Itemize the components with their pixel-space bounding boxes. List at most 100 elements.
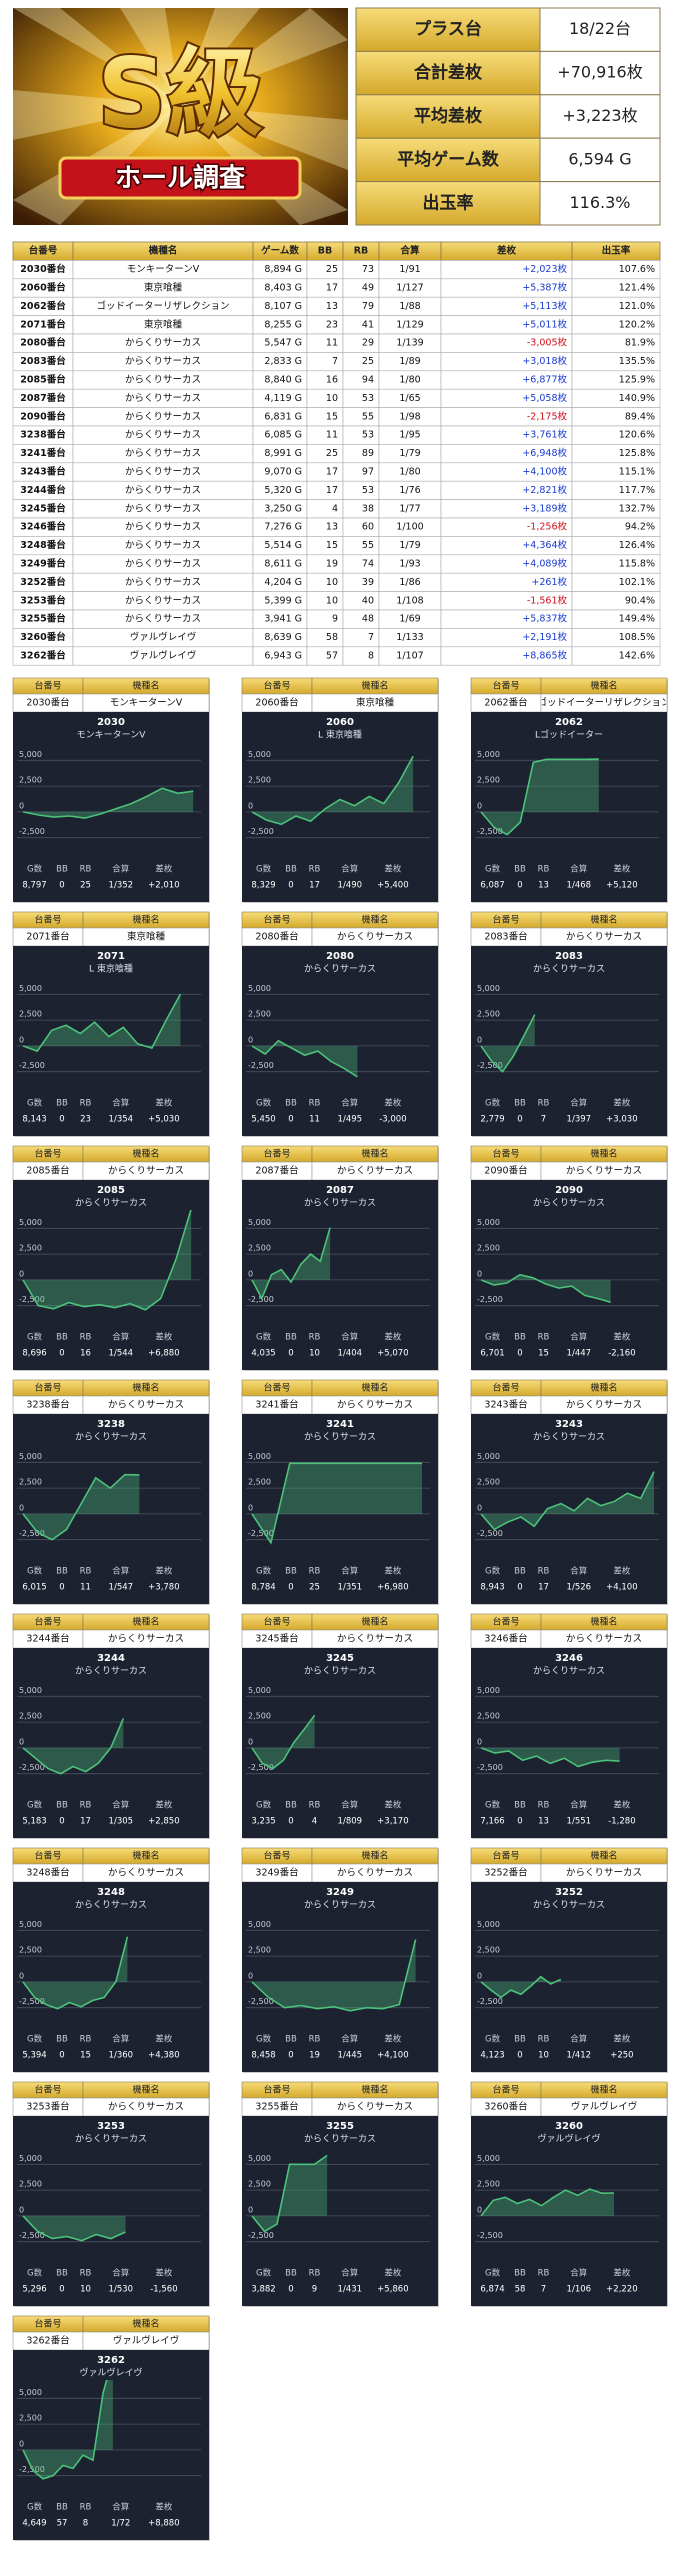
stat-value: 7 xyxy=(541,1115,546,1125)
stat-label: BB xyxy=(514,865,526,875)
stat-label: RB xyxy=(80,865,92,875)
card-header: 台番号 xyxy=(263,2084,290,2096)
y-tick-label: -2,500 xyxy=(19,1061,45,1070)
stat-label: 合算 xyxy=(570,1800,588,1811)
table-cell-text: 1/100 xyxy=(396,522,423,533)
table-cell-text: 97 xyxy=(362,467,374,478)
stat-value: 1/404 xyxy=(338,1349,363,1359)
summary-label: 平均ゲーム数 xyxy=(397,149,499,170)
y-tick-label: -2,500 xyxy=(248,2231,274,2240)
stat-label: RB xyxy=(538,1801,550,1811)
stat-value: 8,784 xyxy=(251,1583,275,1593)
y-tick-label: -2,500 xyxy=(19,1529,45,1538)
area xyxy=(23,1718,124,1774)
stat-label: BB xyxy=(285,2269,297,2279)
stat-value: -1,280 xyxy=(608,1817,635,1827)
stat-label: RB xyxy=(80,2503,92,2513)
chart-bg xyxy=(242,1882,438,2072)
table-cell-text: 2,833 G xyxy=(264,356,302,367)
table-cell-text: からくりサーカス xyxy=(125,595,201,606)
stat-label: BB xyxy=(285,865,297,875)
chart-subtitle: からくりサーカス xyxy=(533,1432,605,1443)
line xyxy=(480,1014,536,1073)
y-tick-label: -2,500 xyxy=(19,2231,45,2240)
area xyxy=(252,756,414,825)
table-cell-text: 120.2% xyxy=(619,319,655,330)
table-cell-text: 41 xyxy=(362,319,374,330)
stat-value: 1/351 xyxy=(338,1583,363,1593)
chart-subtitle: からくりサーカス xyxy=(533,1198,605,1209)
table-cell-text: からくりサーカス xyxy=(125,467,201,478)
card-number: 2080番台 xyxy=(255,931,298,943)
stat-value: 10 xyxy=(309,1349,320,1359)
stat-label: 合算 xyxy=(112,2034,130,2045)
stat-label: 差枚 xyxy=(613,1566,631,1577)
stat-value: +6,980 xyxy=(377,1583,408,1593)
chart-bg xyxy=(13,1882,209,2072)
y-tick-label: -2,500 xyxy=(477,1529,503,1538)
table-cell-text: +8,865枚 xyxy=(522,650,567,662)
stat-value: 1/547 xyxy=(109,1583,134,1593)
table-cell-text: 5,399 G xyxy=(264,595,302,606)
stat-label: 差枚 xyxy=(155,2502,173,2513)
chart-bg xyxy=(13,2350,209,2540)
table-cell-text: 13 xyxy=(326,301,338,312)
y-tick-label: 5,000 xyxy=(248,984,271,993)
y-tick-label: 0 xyxy=(19,1035,24,1044)
card-header: 台番号 xyxy=(34,680,61,692)
card-machine: からくりサーカス xyxy=(566,1634,642,1645)
y-tick-label: 5,000 xyxy=(19,1920,42,1929)
card-header: 機種名 xyxy=(590,1850,617,1862)
stat-label: 差枚 xyxy=(155,1098,173,1109)
table-cell-text: 126.4% xyxy=(619,540,655,551)
chart-bg xyxy=(242,712,438,902)
stat-label: 合算 xyxy=(112,1332,130,1343)
card-machine: からくりサーカス xyxy=(337,1166,413,1177)
table-header: 台番号 xyxy=(29,245,58,257)
stat-value: 4,123 xyxy=(480,2051,504,2061)
card-number: 3244番台 xyxy=(26,1633,69,1645)
table-cell-text: +3,018枚 xyxy=(522,355,567,367)
table-cell-text: 53 xyxy=(362,430,374,441)
stat-label: BB xyxy=(56,1567,68,1577)
y-tick-label: -2,500 xyxy=(248,1997,274,2006)
stat-label: RB xyxy=(309,1801,321,1811)
card-machine: 東京喰種 xyxy=(356,697,395,709)
table-cell-text: 142.6% xyxy=(619,651,655,662)
stat-value: 8,458 xyxy=(251,2051,275,2061)
y-tick-label: -2,500 xyxy=(248,1061,274,1070)
stat-label: G数 xyxy=(485,1566,501,1577)
card-machine: からくりサーカス xyxy=(108,2102,184,2113)
stat-value: 15 xyxy=(80,2051,91,2061)
chart-title: 3243 xyxy=(555,1419,583,1430)
stat-value: 10 xyxy=(538,2051,549,2061)
table-cell-text: 1/91 xyxy=(399,264,420,275)
chart-subtitle: L 東京喰種 xyxy=(318,729,362,741)
stat-label: 差枚 xyxy=(384,2034,402,2045)
chart-title: 3262 xyxy=(97,2355,125,2366)
stat-label: BB xyxy=(56,1333,68,1343)
card-machine: からくりサーカス xyxy=(108,1634,184,1645)
line xyxy=(251,755,414,826)
table-cell-text: 1/133 xyxy=(396,632,423,643)
stat-label: RB xyxy=(538,2035,550,2045)
area xyxy=(23,1936,128,2009)
card-header: 機種名 xyxy=(132,1616,159,1628)
stat-value: 0 xyxy=(59,1583,64,1593)
table-cell-text: 7 xyxy=(332,356,338,367)
card-header: 台番号 xyxy=(263,914,290,926)
stat-label: 差枚 xyxy=(613,864,631,875)
y-tick-label: -2,500 xyxy=(248,1763,274,1772)
stat-value: 0 xyxy=(517,2051,522,2061)
stat-value: +5,860 xyxy=(377,2285,408,2295)
chart-subtitle: からくりサーカス xyxy=(304,1900,376,1911)
table-cell-text: 16 xyxy=(326,375,338,386)
stat-label: 合算 xyxy=(341,1332,359,1343)
card-number: 3245番台 xyxy=(255,1633,298,1645)
chart-bg xyxy=(242,1648,438,1838)
chart-bg xyxy=(471,2116,667,2306)
table-cell-text: 58 xyxy=(326,632,338,643)
